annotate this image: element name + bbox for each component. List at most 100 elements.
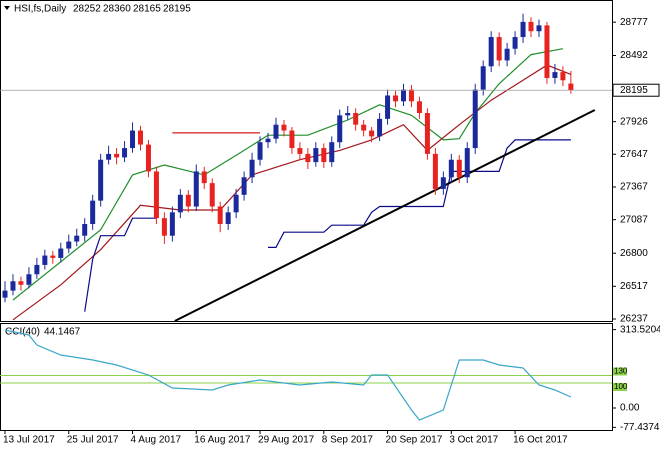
candle-body bbox=[265, 138, 271, 143]
candle-body bbox=[544, 25, 550, 78]
candle-body bbox=[289, 130, 295, 149]
x-tick-label: 4 Aug 2017 bbox=[131, 435, 182, 446]
level-label: 130 bbox=[614, 367, 628, 376]
ohlc-low: 28165 bbox=[133, 4, 161, 15]
candle-body bbox=[528, 21, 534, 32]
candle-body bbox=[153, 171, 159, 219]
candle-body bbox=[472, 89, 478, 149]
candle-body bbox=[18, 281, 24, 285]
last-price-label: 28195 bbox=[620, 85, 648, 96]
candle-body bbox=[201, 171, 207, 184]
candle-body bbox=[145, 144, 151, 172]
candle-body bbox=[2, 290, 8, 298]
candle-body bbox=[241, 177, 247, 195]
candle-body bbox=[424, 113, 430, 154]
y-tick-label: -77.4374 bbox=[620, 422, 660, 433]
candle-body bbox=[106, 153, 112, 160]
candle-body bbox=[161, 218, 167, 236]
indicator-line bbox=[12, 48, 564, 301]
x-tick-label: 29 Aug 2017 bbox=[258, 435, 315, 446]
candle-body bbox=[440, 177, 446, 189]
candle-body bbox=[480, 66, 486, 90]
trend-line bbox=[174, 109, 596, 322]
last-price-box bbox=[612, 83, 660, 97]
candle-body bbox=[82, 224, 88, 236]
candle-body bbox=[512, 37, 518, 49]
candle-body bbox=[249, 159, 255, 178]
indicator-line bbox=[12, 64, 572, 321]
candle-body bbox=[193, 171, 199, 207]
ohlc-close: 28195 bbox=[163, 4, 191, 15]
x-tick-label: 13 Jul 2017 bbox=[3, 435, 55, 446]
candle-body bbox=[385, 95, 391, 119]
candle-body bbox=[401, 89, 406, 102]
x-tick-label: 16 Oct 2017 bbox=[513, 435, 568, 446]
candle-body bbox=[209, 183, 215, 207]
candle-body bbox=[281, 124, 287, 131]
y-tick-label: 26800 bbox=[620, 248, 648, 259]
candle-body bbox=[114, 153, 120, 158]
candle-body bbox=[552, 72, 558, 78]
candle-body bbox=[408, 89, 414, 102]
candle-body bbox=[377, 118, 383, 137]
candle-body bbox=[568, 83, 574, 91]
candle-body bbox=[456, 159, 462, 178]
menu-icon[interactable] bbox=[4, 6, 10, 10]
y-tick-label: 27926 bbox=[620, 116, 648, 127]
candle-body bbox=[130, 130, 136, 149]
candle-body bbox=[42, 255, 48, 265]
candle-body bbox=[58, 248, 64, 258]
candle-body bbox=[66, 241, 72, 249]
candle-body bbox=[504, 48, 510, 61]
candle-body bbox=[137, 130, 143, 145]
candle-body bbox=[169, 212, 175, 236]
candle-body bbox=[361, 124, 367, 131]
candle-body bbox=[10, 281, 16, 291]
candle-body bbox=[90, 200, 96, 225]
candle-body bbox=[448, 159, 454, 178]
candle-body bbox=[225, 212, 231, 225]
ohlc-open: 28252 bbox=[73, 4, 101, 15]
candle-body bbox=[329, 142, 335, 163]
cci-line bbox=[4, 329, 572, 421]
candle-body bbox=[34, 264, 40, 275]
candle-body bbox=[369, 130, 375, 137]
candle-body bbox=[416, 101, 422, 114]
y-tick-label: 26237 bbox=[620, 314, 648, 325]
candle-body bbox=[337, 115, 343, 143]
candle-body bbox=[50, 255, 56, 258]
candle-body bbox=[560, 72, 566, 81]
cci-value: 44.1467 bbox=[44, 327, 81, 338]
y-tick-label: 27367 bbox=[620, 182, 648, 193]
y-tick-label: 0.00 bbox=[620, 403, 640, 414]
candle-body bbox=[273, 124, 279, 139]
cci-pane-frame bbox=[0, 323, 613, 431]
candle-body bbox=[353, 113, 359, 125]
indicator-line bbox=[268, 139, 571, 248]
candle-body bbox=[257, 142, 263, 160]
y-tick-label: 27647 bbox=[620, 149, 648, 160]
level-label-box bbox=[613, 383, 627, 391]
x-tick-label: 16 Aug 2017 bbox=[194, 435, 251, 446]
candle-body bbox=[488, 37, 494, 67]
level-label: 100 bbox=[614, 382, 628, 391]
x-tick-label: 3 Oct 2017 bbox=[449, 435, 498, 446]
candle-body bbox=[520, 21, 526, 38]
y-tick-label: 28777 bbox=[620, 17, 648, 28]
x-tick-label: 25 Jul 2017 bbox=[67, 435, 119, 446]
cci-title: CCI(40) bbox=[5, 327, 40, 338]
candle-body bbox=[98, 159, 104, 201]
ohlc-high: 28360 bbox=[103, 4, 131, 15]
y-tick-label: 28492 bbox=[620, 50, 648, 61]
candle-body bbox=[464, 148, 470, 178]
chart-title: HSI,fs,Daily bbox=[14, 4, 66, 15]
candle-body bbox=[432, 153, 438, 189]
x-tick-label: 8 Sep 2017 bbox=[322, 435, 374, 446]
price-pane-frame bbox=[0, 0, 613, 322]
y-tick-label: 26517 bbox=[620, 281, 648, 292]
candle-body bbox=[217, 206, 223, 225]
candle-body bbox=[393, 95, 399, 102]
candle-body bbox=[321, 148, 327, 163]
x-tick-label: 20 Sep 2017 bbox=[386, 435, 443, 446]
